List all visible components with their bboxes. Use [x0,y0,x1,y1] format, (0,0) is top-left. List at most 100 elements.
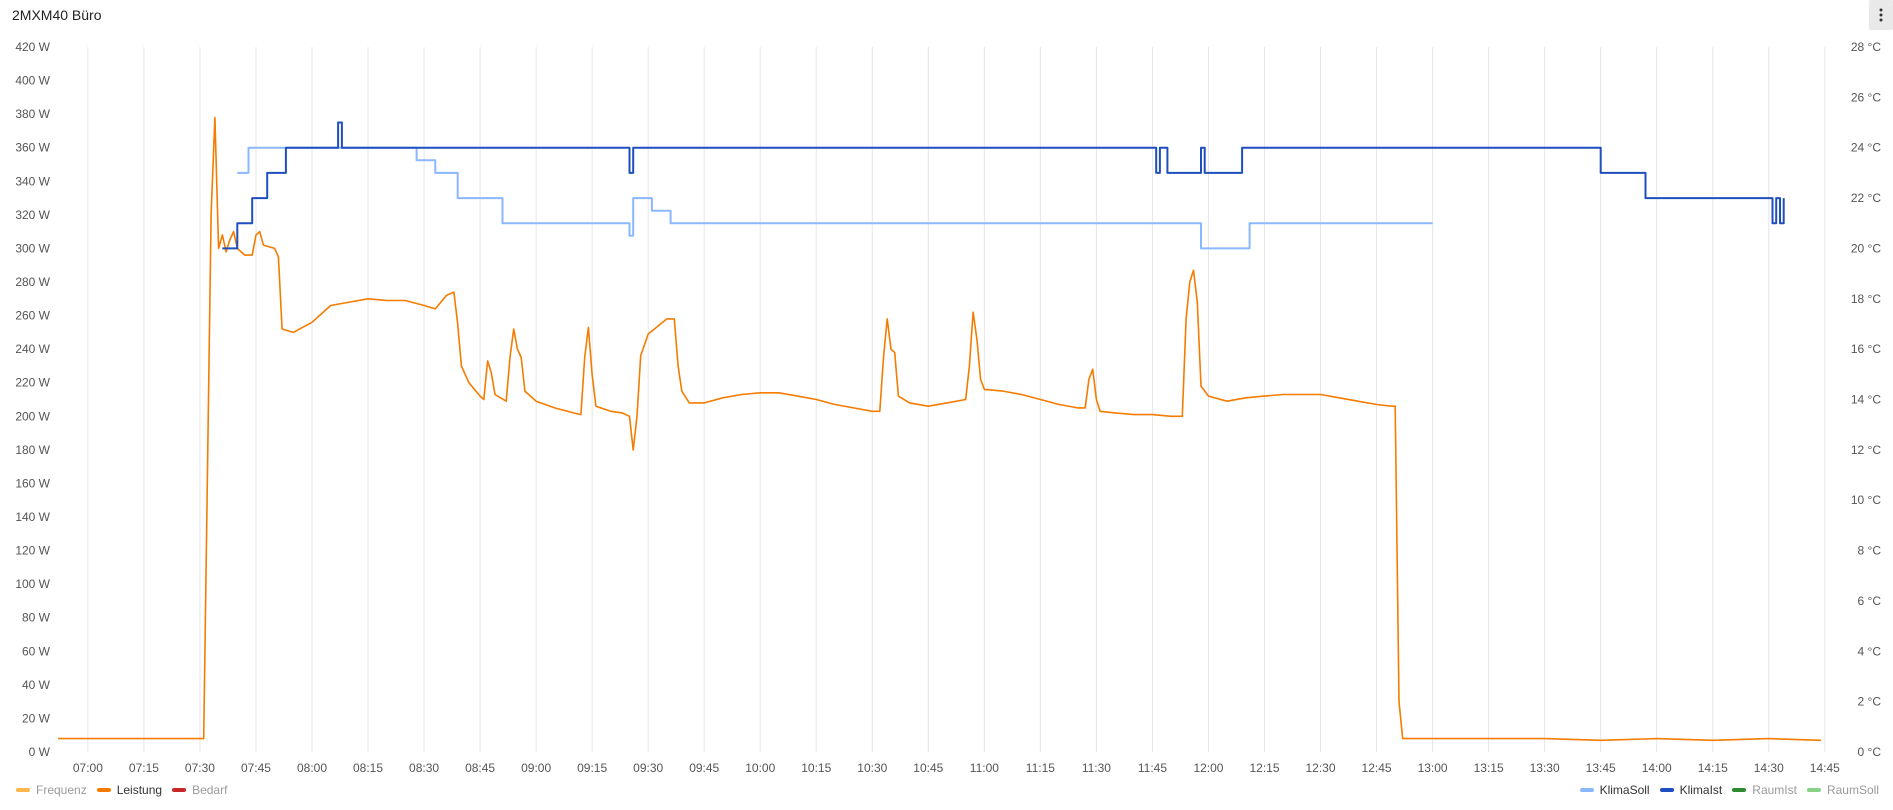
y-left-tick-label: 400 W [15,74,50,88]
x-tick-label: 08:45 [465,761,495,775]
legend-swatch [1659,788,1674,792]
legend-item-leistung[interactable]: Leistung [96,783,163,797]
y-right-tick-label: 12 °C [1851,443,1881,457]
y-right-tick-label: 6 °C [1858,594,1882,608]
y-left-tick-label: 200 W [15,409,50,423]
x-tick-label: 12:45 [1362,761,1392,775]
x-tick-label: 14:45 [1810,761,1840,775]
legend-item-raumsoll[interactable]: RaumSoll [1806,783,1879,797]
y-right-tick-label: 14 °C [1851,393,1881,407]
x-tick-label: 08:30 [409,761,439,775]
x-tick-label: 10:15 [801,761,831,775]
legend-swatch [16,788,30,792]
y-left-tick-label: 40 W [22,678,51,692]
x-tick-label: 11:45 [1138,761,1167,775]
x-tick-label: 08:00 [297,761,327,775]
x-tick-label: 09:30 [633,761,663,775]
legend-swatch [96,788,111,792]
y-right-tick-label: 22 °C [1851,191,1881,205]
y-left-tick-label: 160 W [15,476,50,490]
legend-swatch [1579,788,1594,792]
y-left-tick-label: 100 W [15,577,50,591]
x-tick-label: 09:15 [577,761,607,775]
x-tick-label: 08:15 [353,761,383,775]
y-left-tick-label: 300 W [15,241,50,255]
legend-label: Bedarf [192,783,228,797]
legend-item-klimasoll[interactable]: KlimaSoll [1579,783,1650,797]
y-left-tick-label: 260 W [15,309,50,323]
legend-label: Leistung [116,783,163,797]
legend-swatch [1806,788,1821,792]
legend-swatch [1732,788,1747,792]
legend-label: KlimaIst [1679,783,1723,797]
series-line-klimaist [222,121,1785,250]
panel-title: 2MXM40 Büro [12,7,102,23]
y-left-tick-label: 420 W [15,40,50,54]
x-tick-label: 07:30 [185,761,215,775]
panel-menu-button[interactable] [1869,0,1893,30]
legend-item-klimaist[interactable]: KlimaIst [1659,783,1723,797]
legend-swatch [172,788,187,792]
x-tick-label: 13:15 [1474,761,1504,775]
y-right-tick-label: 0 °C [1858,745,1882,759]
x-tick-label: 12:15 [1249,761,1279,775]
x-tick-label: 09:00 [521,761,551,775]
y-left-tick-label: 340 W [15,174,50,188]
legend-right: KlimaSoll KlimaIst RaumIst RaumSoll [1579,780,1879,800]
y-left-tick-label: 60 W [22,644,51,658]
y-right-tick-label: 10 °C [1851,493,1881,507]
x-tick-label: 13:00 [1418,761,1448,775]
x-tick-label: 14:00 [1642,761,1672,775]
x-tick-label: 07:15 [129,761,159,775]
legend-label: RaumIst [1752,783,1797,797]
legend-label: Frequenz [36,783,87,797]
y-left-tick-label: 320 W [15,208,50,222]
y-left-tick-label: 140 W [15,510,50,524]
y-right-tick-label: 28 °C [1851,40,1881,54]
y-left-tick-label: 120 W [15,544,50,558]
legend-item-frequenz[interactable]: Frequenz [16,783,87,797]
y-right-tick-label: 2 °C [1858,695,1882,709]
legend-left: Frequenz Leistung Bedarf [16,780,227,800]
legend-label: KlimaSoll [1599,783,1650,797]
panel-header: 2MXM40 Büro [0,0,1893,30]
y-left-tick-label: 280 W [15,275,50,289]
y-left-tick-label: 360 W [15,141,50,155]
more-vertical-icon [1879,8,1883,22]
power-temperature-chart[interactable]: 07:00 07:15 07:30 07:45 08:00 08:15 08:30 08:45… [0,0,1893,780]
y-right-tick-label: 4 °C [1858,644,1882,658]
y-left-tick-label: 20 W [22,711,51,725]
x-tick-label: 12:00 [1193,761,1223,775]
y-left-tick-label: 240 W [15,342,50,356]
x-tick-label: 07:45 [241,761,271,775]
x-tick-label: 12:30 [1306,761,1336,775]
y-right-tick-label: 24 °C [1851,141,1881,155]
x-tick-label: 14:30 [1754,761,1784,775]
legend-item-raumist[interactable]: RaumIst [1732,783,1797,797]
x-tick-label: 09:45 [689,761,719,775]
x-tick-label: 10:45 [913,761,943,775]
x-tick-label: 10:00 [745,761,775,775]
y-left-tick-label: 0 W [29,745,51,759]
y-right-tick-label: 18 °C [1851,292,1881,306]
x-tick-label: 13:45 [1586,761,1616,775]
y-left-tick-label: 380 W [15,107,50,121]
x-tick-label: 14:15 [1698,761,1728,775]
series-line-leistung [58,116,1822,742]
x-tick-label: 07:00 [73,761,103,775]
series-line-klimasoll [237,146,1433,250]
y-right-tick-label: 20 °C [1851,241,1881,255]
y-right-tick-label: 8 °C [1858,544,1882,558]
x-tick-label: 13:30 [1530,761,1560,775]
y-left-tick-label: 80 W [22,611,51,625]
legend-label: RaumSoll [1826,783,1879,797]
x-tick-label: 11:00 [970,761,999,775]
x-tick-label: 10:30 [857,761,887,775]
y-left-tick-label: 220 W [15,376,50,390]
y-right-tick-label: 26 °C [1851,90,1881,104]
x-tick-label: 11:30 [1082,761,1111,775]
y-right-tick-label: 16 °C [1851,342,1881,356]
x-tick-label: 11:15 [1026,761,1055,775]
legend-item-bedarf[interactable]: Bedarf [172,783,227,797]
